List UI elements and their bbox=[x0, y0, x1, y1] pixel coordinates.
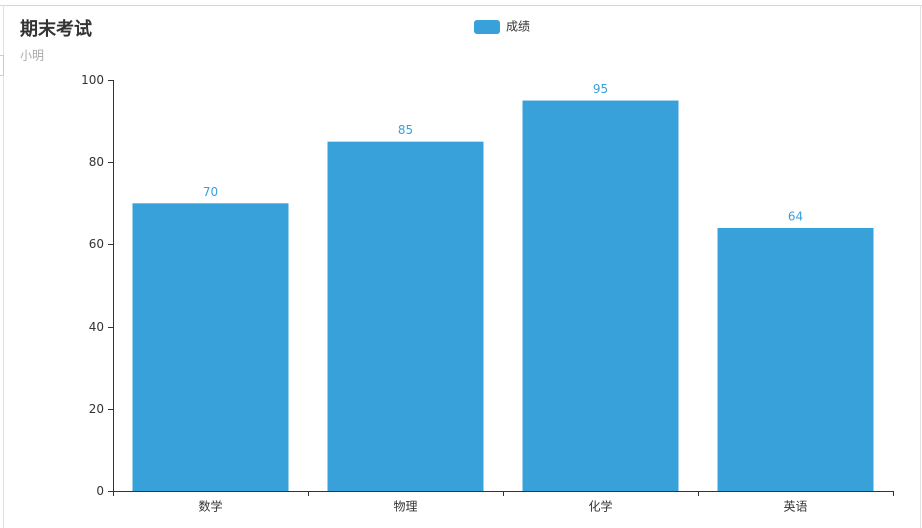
value-label: 70 bbox=[203, 185, 218, 199]
legend-swatch bbox=[474, 20, 500, 34]
value-label: 95 bbox=[593, 82, 608, 96]
bar bbox=[327, 141, 484, 491]
chart-subtitle: 小明 bbox=[20, 49, 44, 63]
y-tick-label: 80 bbox=[89, 155, 104, 169]
x-tick-label: 物理 bbox=[393, 500, 417, 514]
chart-title: 期末考试 bbox=[20, 18, 92, 40]
x-tick-label: 英语 bbox=[783, 500, 807, 514]
x-tick-label: 数学 bbox=[198, 499, 222, 514]
y-tick-label: 0 bbox=[96, 484, 104, 498]
bar bbox=[522, 100, 679, 492]
y-tick-label: 40 bbox=[89, 320, 104, 334]
value-label: 64 bbox=[788, 209, 803, 223]
x-tick-label: 化学 bbox=[588, 499, 612, 514]
y-tick-label: 60 bbox=[89, 237, 104, 251]
bar bbox=[717, 227, 874, 491]
y-tick-label: 100 bbox=[81, 73, 104, 87]
bar bbox=[132, 203, 289, 492]
side-handle bbox=[0, 55, 4, 76]
y-tick-label: 20 bbox=[89, 402, 104, 416]
value-label: 85 bbox=[398, 123, 413, 137]
legend-label: 成绩 bbox=[506, 20, 530, 34]
